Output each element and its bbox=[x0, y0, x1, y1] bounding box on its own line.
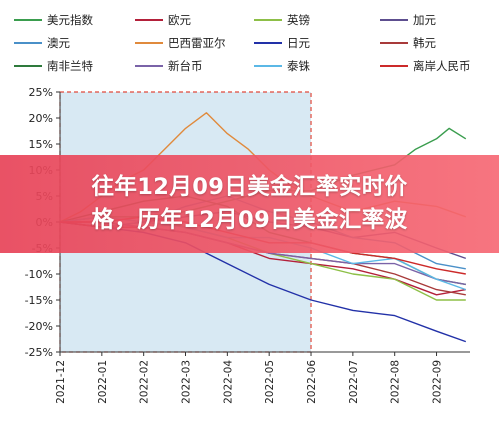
legend-label: 澳元 bbox=[47, 36, 70, 50]
x-tick-label: 2022-06 bbox=[306, 360, 318, 404]
y-tick-label: 15% bbox=[29, 138, 53, 151]
x-tick-label: 2021-12 bbox=[55, 360, 67, 404]
y-tick-label: 20% bbox=[29, 112, 53, 125]
x-tick-label: 2022-01 bbox=[97, 360, 109, 404]
overlay-title-line-2: 格，历年12月09日美金汇率波 bbox=[91, 207, 408, 233]
x-tick-label: 2022-07 bbox=[348, 360, 360, 404]
y-tick-label: -15% bbox=[25, 294, 53, 307]
x-tick-label: 2022-08 bbox=[390, 360, 402, 404]
legend-label: 韩元 bbox=[413, 36, 436, 50]
legend-label: 离岸人民币 bbox=[413, 59, 471, 73]
legend-label: 美元指数 bbox=[47, 13, 93, 27]
y-tick-label: -20% bbox=[25, 320, 53, 333]
y-tick-label: -25% bbox=[25, 346, 53, 359]
title-overlay-banner: 往年12月09日美金汇率实时价 格，历年12月09日美金汇率波 bbox=[0, 155, 499, 253]
overlay-title-line-1: 往年12月09日美金汇率实时价 bbox=[91, 174, 408, 200]
y-tick-label: -10% bbox=[25, 268, 53, 281]
y-tick-label: 25% bbox=[29, 86, 53, 99]
legend-label: 英镑 bbox=[287, 13, 310, 27]
legend-label: 巴西雷亚尔 bbox=[168, 36, 226, 50]
x-tick-label: 2022-05 bbox=[264, 360, 276, 404]
x-tick-label: 2022-04 bbox=[222, 360, 234, 404]
x-tick-label: 2022-03 bbox=[181, 360, 193, 404]
legend-label: 新台币 bbox=[168, 59, 203, 73]
legend-label: 欧元 bbox=[168, 13, 191, 27]
legend-label: 泰铢 bbox=[287, 59, 310, 73]
x-tick-label: 2022-09 bbox=[432, 360, 444, 404]
legend-label: 南非兰特 bbox=[47, 59, 93, 73]
legend-label: 加元 bbox=[413, 13, 436, 27]
legend-label: 日元 bbox=[287, 36, 310, 50]
x-tick-label: 2022-02 bbox=[139, 360, 151, 404]
